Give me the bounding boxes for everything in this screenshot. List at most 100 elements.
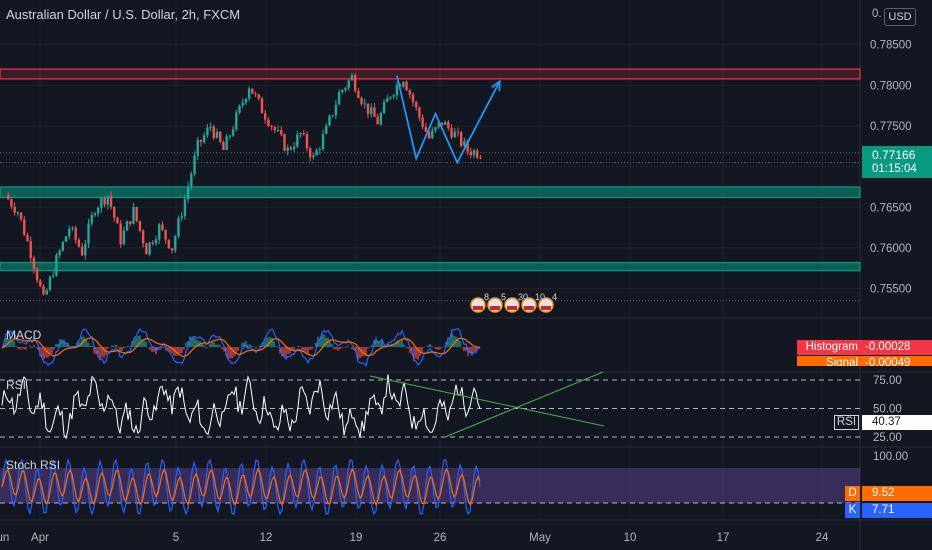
candle-body: [251, 88, 254, 94]
candle-body: [405, 81, 408, 91]
macd-signal-value: -0.00049: [862, 356, 932, 366]
candle-body: [331, 115, 334, 117]
candle-body: [199, 139, 203, 143]
time-tick-label: 10: [624, 532, 637, 544]
candle-body: [260, 98, 264, 114]
candle-body: [109, 195, 113, 207]
candle-body: [183, 199, 187, 217]
candle-body: [382, 101, 386, 114]
candle-body: [125, 221, 129, 231]
candle-body: [244, 98, 248, 103]
candle-body: [154, 239, 158, 244]
time-tick-label: 17: [717, 532, 730, 544]
candle-body: [289, 147, 293, 150]
time-tick-label: 19: [350, 532, 363, 544]
time-tick-label: Apr: [31, 532, 49, 544]
candle-body: [370, 107, 373, 115]
event-flag-stripe: [524, 306, 534, 310]
price-tick-label-top: 0.: [872, 8, 882, 20]
candle-body: [225, 136, 228, 151]
stoch-rsi-pane-label: Stoch RSI: [6, 458, 61, 472]
candle-body: [141, 230, 145, 244]
candle-body: [64, 236, 68, 242]
candle-body: [469, 151, 473, 156]
time-tick-label: 26: [434, 532, 447, 544]
candle-body: [418, 107, 421, 118]
candle-body: [202, 135, 206, 143]
candle-body: [312, 155, 315, 158]
candle-body: [116, 217, 119, 224]
stoch-k-value: 7.71: [862, 503, 932, 518]
rsi-trendline-down: [369, 375, 605, 427]
candle-body: [315, 149, 318, 156]
candle-body: [222, 141, 225, 151]
candle-body: [292, 146, 296, 150]
candle-body: [151, 242, 154, 244]
candle-body: [427, 131, 431, 139]
candle-body: [463, 141, 466, 146]
candle-body: [466, 141, 469, 152]
candle-body: [170, 248, 174, 251]
candle-body: [350, 75, 354, 81]
candle-body: [328, 115, 331, 126]
candle-body: [267, 119, 270, 127]
candle-body: [212, 126, 216, 138]
candle-body: [174, 236, 177, 251]
currency-button[interactable]: USD: [884, 8, 916, 26]
candle-body: [476, 150, 479, 158]
candle-body: [74, 227, 77, 240]
candle-body: [113, 206, 116, 218]
candle-body: [479, 157, 482, 159]
candle-body: [347, 80, 350, 88]
candle-body: [366, 103, 370, 115]
candle-body: [379, 113, 383, 125]
candle-body: [334, 104, 338, 116]
event-marker-count: 4: [552, 292, 557, 302]
macd-pane-label: MACD: [6, 328, 42, 342]
candle-body: [270, 126, 273, 128]
macd-signal-line: [1, 337, 481, 358]
price-tick-label: 0.75500: [870, 284, 912, 296]
candle-body: [402, 81, 405, 87]
candle-body: [61, 241, 65, 251]
candle-body: [196, 139, 199, 156]
time-tick-label: 12: [260, 532, 273, 544]
candle-body: [363, 103, 366, 105]
candle-body: [389, 96, 392, 99]
candle-body: [13, 206, 16, 213]
candle-body: [51, 275, 55, 277]
price-tick-label: 0.76500: [870, 202, 912, 214]
candle-body: [167, 239, 171, 249]
candle-body: [209, 126, 212, 128]
candle-body: [431, 130, 434, 139]
candle-body: [87, 223, 90, 244]
candle-body: [10, 199, 13, 207]
rsi-line: [1, 374, 481, 440]
event-flag-stripe: [473, 306, 483, 310]
candle-body: [84, 243, 87, 256]
candle-body: [344, 87, 347, 90]
macd-histogram-number: -0.00028: [865, 341, 911, 353]
event-marker-count: 5: [501, 292, 506, 302]
price-tick-label: 0.76000: [870, 243, 912, 255]
candle-body: [138, 220, 142, 231]
stoch-k-number: 7.71: [872, 504, 895, 516]
candle-body: [357, 90, 360, 98]
candle-body: [395, 84, 399, 96]
macd-signal-label: Signal: [826, 357, 858, 366]
event-flag-stripe: [541, 306, 551, 310]
bar-countdown: 01:15:04: [872, 163, 917, 175]
candle-body: [177, 218, 180, 237]
stoch-d-line: [1, 467, 481, 507]
zone-resistance: [0, 68, 861, 80]
candle-body: [186, 186, 190, 200]
projection-arrowhead: [491, 79, 501, 92]
rsi-trendline-up: [444, 371, 604, 438]
candle-body: [80, 246, 84, 256]
stoch-d-value: 9.52: [862, 486, 932, 501]
candle-body: [26, 235, 29, 242]
candle-body: [23, 219, 26, 236]
candle-body: [360, 97, 363, 104]
